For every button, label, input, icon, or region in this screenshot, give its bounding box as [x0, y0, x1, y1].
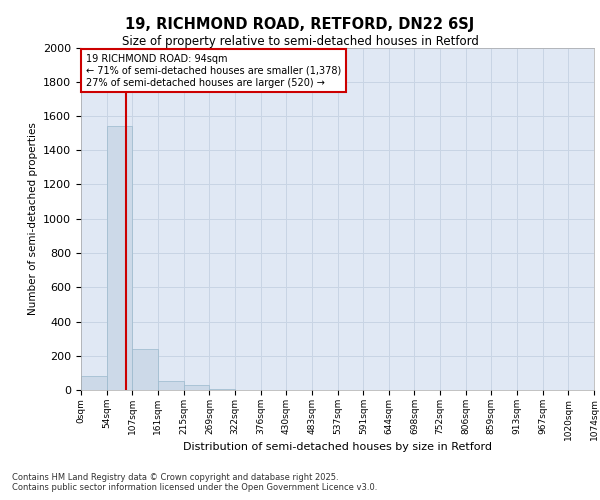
Text: Size of property relative to semi-detached houses in Retford: Size of property relative to semi-detach… — [122, 35, 478, 48]
Bar — [158, 380, 184, 390]
Text: 19, RICHMOND ROAD, RETFORD, DN22 6SJ: 19, RICHMOND ROAD, RETFORD, DN22 6SJ — [125, 18, 475, 32]
Text: Contains HM Land Registry data © Crown copyright and database right 2025.
Contai: Contains HM Land Registry data © Crown c… — [12, 473, 377, 492]
Bar — [209, 389, 235, 390]
Y-axis label: Number of semi-detached properties: Number of semi-detached properties — [28, 122, 38, 315]
Bar — [81, 376, 107, 390]
Bar — [107, 126, 132, 390]
Bar — [184, 385, 209, 390]
Bar — [132, 349, 158, 390]
X-axis label: Distribution of semi-detached houses by size in Retford: Distribution of semi-detached houses by … — [183, 442, 492, 452]
Text: 19 RICHMOND ROAD: 94sqm
← 71% of semi-detached houses are smaller (1,378)
27% of: 19 RICHMOND ROAD: 94sqm ← 71% of semi-de… — [86, 54, 341, 88]
